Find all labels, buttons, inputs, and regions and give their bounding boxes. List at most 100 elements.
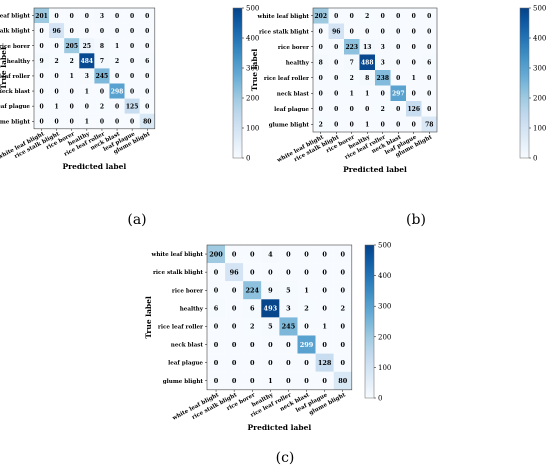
- cell-value-label: 0: [39, 73, 43, 80]
- cell-value-label: 0: [214, 323, 219, 331]
- cell-value-label: 202: [314, 13, 327, 20]
- cell-value-label: 2: [55, 58, 59, 65]
- matrix-cell: [64, 38, 80, 54]
- matrix-cell: [359, 116, 375, 132]
- matrix-cell: [79, 98, 95, 114]
- matrix-cell: [333, 299, 352, 318]
- colorbar-tick-label: 0: [533, 155, 537, 163]
- cell-value-label: 298: [111, 88, 124, 95]
- y-tick-label: neck blast: [0, 89, 30, 95]
- matrix-cell: [34, 113, 50, 129]
- matrix-cell: [94, 98, 110, 114]
- matrix-cell: [315, 371, 334, 390]
- matrix-cell: [375, 70, 391, 86]
- cell-value-label: 0: [365, 106, 369, 113]
- cell-value-label: 0: [340, 268, 345, 276]
- cell-value-label: 9: [39, 58, 43, 65]
- cell-value-label: 80: [143, 118, 151, 125]
- cell-value-label: 0: [350, 13, 354, 20]
- matrix-cell: [315, 353, 334, 372]
- matrix-cell: [315, 317, 334, 336]
- matrix-cell: [297, 281, 316, 300]
- colorbar-tick-label: 500: [246, 5, 259, 13]
- cell-value-label: 0: [39, 43, 43, 50]
- matrix-cell: [243, 353, 262, 372]
- matrix-cell: [333, 371, 352, 390]
- matrix-cell: [49, 113, 65, 129]
- matrix-cell: [109, 113, 125, 129]
- cell-value-label: 0: [214, 286, 219, 294]
- matrix-cell: [297, 317, 316, 336]
- matrix-cell: [344, 54, 360, 70]
- y-tick-label: healthy: [286, 60, 310, 66]
- matrix-cell: [297, 263, 316, 282]
- matrix-cell: [261, 245, 280, 264]
- cell-value-label: 0: [250, 250, 255, 258]
- matrix-cell: [243, 371, 262, 390]
- cell-value-label: 0: [232, 305, 237, 313]
- cell-value-label: 0: [427, 90, 431, 97]
- cell-value-label: 0: [381, 13, 385, 20]
- colorbar: [519, 7, 530, 159]
- matrix-cell: [94, 83, 110, 99]
- cell-value-label: 238: [376, 75, 389, 82]
- matrix-cell: [64, 83, 80, 99]
- matrix-cell: [359, 8, 375, 24]
- matrix-cell: [207, 299, 226, 318]
- matrix-cell: [49, 38, 65, 54]
- cell-value-label: 0: [115, 73, 119, 80]
- y-tick-label: rice stalk blight: [0, 29, 30, 35]
- cell-value-label: 0: [130, 73, 134, 80]
- matrix-cell: [297, 371, 316, 390]
- cell-value-label: 0: [334, 75, 338, 82]
- cell-value-label: 0: [70, 118, 74, 125]
- cell-value-label: 13: [363, 44, 371, 51]
- matrix-cell: [94, 8, 110, 24]
- matrix-cell: [421, 54, 437, 70]
- cell-value-label: 224: [245, 286, 259, 294]
- colorbar-tick-label: 500: [533, 5, 546, 13]
- cell-value-label: 0: [322, 250, 327, 258]
- matrix-cell: [139, 8, 155, 24]
- cell-value-label: 0: [319, 90, 323, 97]
- cell-value-label: 6: [214, 305, 219, 313]
- cell-value-label: 484: [81, 58, 94, 65]
- cell-value-label: 0: [39, 118, 43, 125]
- cell-value-label: 0: [145, 13, 149, 20]
- matrix-cell: [279, 371, 298, 390]
- cell-value-label: 0: [115, 28, 119, 35]
- cell-value-label: 0: [396, 106, 400, 113]
- cell-value-label: 0: [304, 268, 309, 276]
- matrix-cell: [79, 68, 95, 84]
- cell-value-label: 7: [350, 59, 354, 66]
- matrix-cell: [421, 23, 437, 39]
- matrix-cell: [207, 371, 226, 390]
- cell-value-label: 0: [304, 359, 309, 367]
- cell-value-label: 0: [365, 28, 369, 35]
- matrix-cell: [225, 371, 244, 390]
- matrix-cell: [79, 53, 95, 69]
- cell-value-label: 0: [145, 28, 149, 35]
- cell-value-label: 0: [130, 88, 134, 95]
- matrix-cell: [315, 299, 334, 318]
- matrix-cell: [390, 70, 406, 86]
- cell-value-label: 6: [145, 58, 149, 65]
- matrix-cell: [243, 263, 262, 282]
- matrix-cell: [333, 281, 352, 300]
- colorbar-tick-label: 0: [246, 155, 250, 163]
- y-tick-label: rice leaf roller: [0, 74, 30, 80]
- cell-value-label: 297: [392, 90, 405, 97]
- cell-value-label: 1: [322, 323, 327, 331]
- matrix-cell: [94, 23, 110, 39]
- cell-value-label: 0: [130, 13, 134, 20]
- cell-value-label: 9: [268, 286, 273, 294]
- cell-value-label: 2: [115, 58, 119, 65]
- matrix-cell: [359, 85, 375, 101]
- cell-value-label: 128: [318, 359, 332, 367]
- cell-value-label: 223: [345, 44, 358, 51]
- matrix-cell: [313, 54, 329, 70]
- y-tick-label: leaf plague: [168, 361, 203, 367]
- cell-value-label: 1: [365, 90, 369, 97]
- y-tick-label: glume blight: [0, 119, 30, 125]
- matrix-cell: [94, 68, 110, 84]
